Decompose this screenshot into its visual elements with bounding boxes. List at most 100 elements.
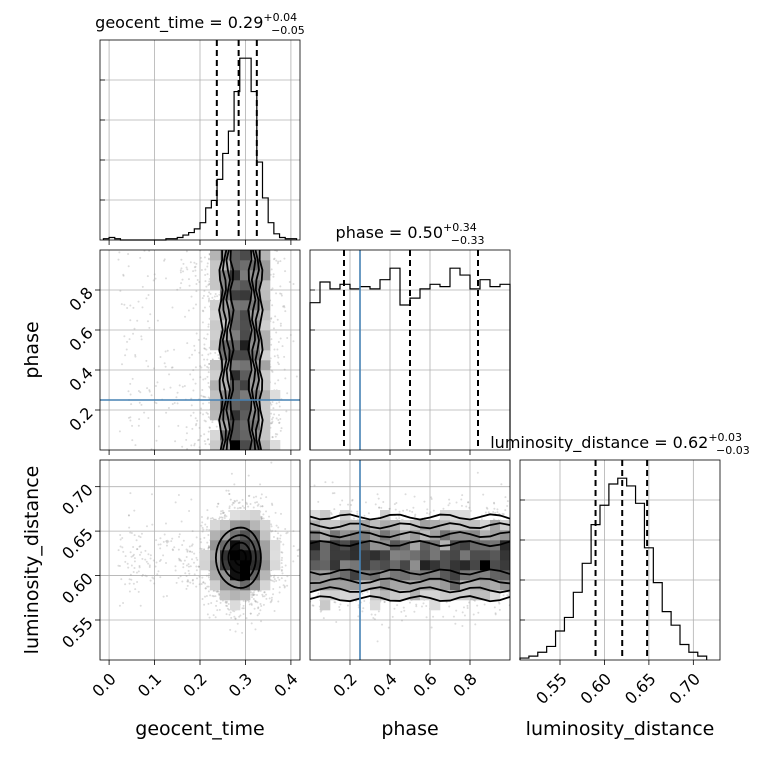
contour-line (221, 250, 228, 450)
sample-point (199, 412, 202, 415)
sample-point (276, 262, 279, 265)
sample-point (171, 548, 174, 551)
scatter-panel-geocent_time-phase (99, 249, 301, 451)
sample-point (151, 576, 154, 579)
sample-point (134, 353, 137, 356)
sample-point (187, 278, 190, 281)
density-cell (220, 370, 231, 381)
sample-point (277, 418, 280, 421)
sample-point (203, 256, 206, 259)
sample-point (202, 581, 205, 584)
sample-point (204, 582, 207, 585)
sample-point (186, 448, 189, 450)
sample-point (270, 403, 273, 406)
density-cell (210, 320, 221, 331)
sample-point (153, 401, 156, 404)
sample-point (186, 584, 189, 587)
sample-point (274, 432, 277, 435)
sample-point (280, 294, 283, 297)
density-cell (230, 290, 241, 301)
sample-point (189, 581, 192, 584)
density-cell (220, 270, 231, 281)
density-cell (220, 440, 231, 450)
sample-point (242, 599, 245, 602)
sample-point (199, 434, 202, 437)
density-cell (260, 430, 271, 441)
sample-point (273, 609, 276, 612)
density-cell (260, 350, 271, 361)
sample-point (207, 325, 210, 328)
sample-point (185, 555, 188, 558)
sample-point (211, 358, 214, 361)
sample-point (260, 518, 263, 521)
sample-point (258, 612, 261, 615)
sample-point (251, 596, 254, 599)
sample-point (193, 344, 196, 347)
sample-point (260, 620, 263, 623)
sample-point (278, 421, 281, 424)
sample-point (208, 616, 211, 619)
sample-point (283, 305, 286, 308)
density-cell (230, 410, 241, 421)
density-cell (240, 390, 251, 401)
sample-point (275, 292, 278, 295)
sample-point (119, 533, 122, 536)
sample-point (250, 593, 253, 596)
sample-point (203, 358, 206, 361)
sample-point (198, 281, 201, 284)
sample-point (217, 357, 220, 360)
sample-point (208, 572, 211, 575)
sample-point (204, 268, 207, 271)
sample-point (277, 340, 280, 343)
sample-point (132, 553, 135, 556)
sample-point (193, 444, 196, 447)
sample-point (186, 342, 189, 345)
sample-point (270, 268, 273, 271)
sample-point (206, 438, 209, 441)
sample-point (255, 495, 258, 498)
density-cell (260, 410, 271, 421)
sample-point (195, 536, 198, 539)
sample-point (117, 549, 120, 552)
sample-point (129, 304, 132, 307)
sample-point (228, 510, 231, 513)
sample-point (156, 573, 159, 576)
hist-title-phase: phase = 0.50+0.34 −0.33 (336, 221, 485, 247)
sample-point (211, 516, 214, 519)
sample-point (283, 585, 286, 588)
sample-point (271, 435, 274, 438)
sample-point (262, 513, 265, 516)
sample-point (233, 615, 236, 618)
sample-point (208, 443, 211, 446)
sample-point (209, 292, 212, 295)
sample-point (170, 366, 173, 369)
density-cell (230, 440, 241, 450)
sample-point (209, 352, 212, 355)
sample-point (187, 580, 190, 583)
sample-point (194, 265, 197, 268)
sample-point (165, 544, 168, 547)
sample-point (203, 595, 206, 598)
sample-point (117, 258, 120, 261)
sample-point (270, 530, 273, 533)
sample-point (207, 381, 210, 384)
sample-point (206, 265, 209, 268)
density-cell (260, 290, 271, 301)
sample-point (257, 590, 260, 593)
density-cell (210, 440, 221, 450)
sample-point (171, 306, 174, 309)
sample-point (273, 355, 276, 358)
sample-point (279, 418, 282, 421)
sample-point (126, 306, 129, 309)
density-cell (230, 430, 241, 441)
sample-point (279, 324, 282, 327)
sample-point (143, 411, 146, 414)
sample-point (189, 261, 192, 264)
sample-point (148, 389, 151, 392)
density-cell (250, 300, 261, 311)
sample-point (169, 386, 172, 389)
sample-point (200, 260, 203, 263)
sample-point (276, 318, 279, 321)
density-cell (260, 270, 271, 281)
sample-point (198, 426, 201, 429)
